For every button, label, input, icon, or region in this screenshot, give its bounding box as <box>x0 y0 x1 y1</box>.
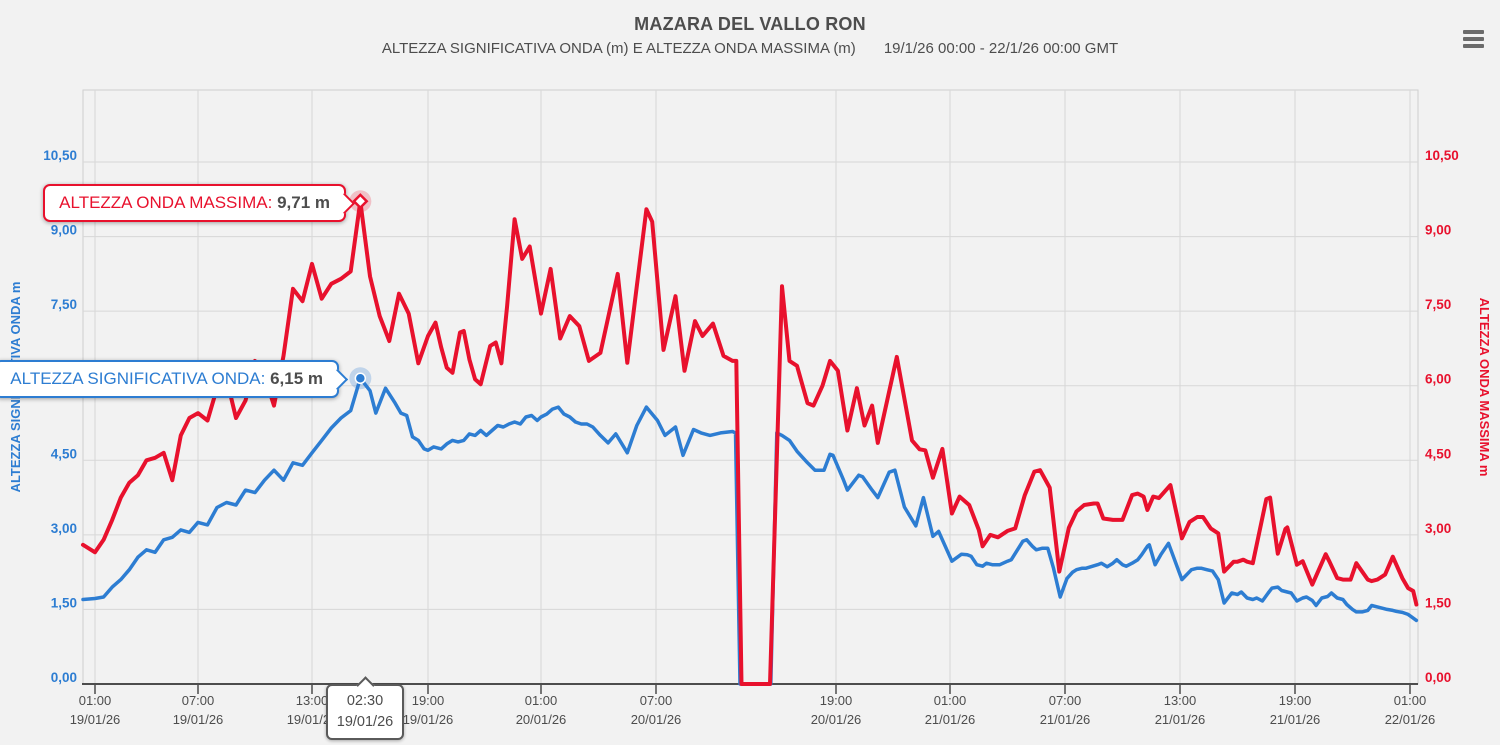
y-tick-label-left: 0,00 <box>51 670 77 685</box>
x-tick-time: 19:00 <box>412 693 445 708</box>
x-tick-time: 13:00 <box>1164 693 1197 708</box>
y-tick-label-right: 3,00 <box>1425 521 1451 536</box>
y-tick-label-right: 0,00 <box>1425 670 1451 685</box>
tooltip-onda-massima: ALTEZZA ONDA MASSIMA: 9,71 m <box>43 184 356 222</box>
x-tick-time: 07:00 <box>182 693 215 708</box>
series-line-massima[interactable] <box>81 199 1419 686</box>
x-tick-time: 07:00 <box>640 693 673 708</box>
tooltip-massima-label: ALTEZZA ONDA MASSIMA <box>59 193 268 212</box>
x-tick-date: 22/01/26 <box>1385 712 1436 727</box>
x-tick-date: 21/01/26 <box>1155 712 1206 727</box>
series-line-significativa[interactable] <box>81 376 1419 686</box>
y-tick-label-left: 10,50 <box>43 148 77 163</box>
y-tick-label-right: 10,50 <box>1425 148 1459 163</box>
tooltip-significativa-value: 6,15 m <box>270 369 323 388</box>
x-tick-date: 20/01/26 <box>811 712 862 727</box>
subtitle-series: ALTEZZA SIGNIFICATIVA ONDA (m) E ALTEZZA… <box>381 40 856 57</box>
x-tick-date: 20/01/26 <box>516 712 567 727</box>
x-tick-time: 01:00 <box>79 693 112 708</box>
x-tick-time: 19:00 <box>820 693 853 708</box>
subtitle-daterange: 19/1/26 00:00 - 22/1/26 00:00 GMT <box>883 40 1119 57</box>
tooltip-onda-significativa: ALTEZZA SIGNIFICATIVA ONDA: 6,15 m <box>0 360 349 398</box>
page-title: MAZARA DEL VALLO RON <box>634 14 866 34</box>
marker-diamond-massima[interactable] <box>352 193 369 210</box>
y-tick-label-right: 1,50 <box>1425 595 1451 610</box>
x-tick-time: 01:00 <box>1394 693 1427 708</box>
x-tick-date: 19/01/26 <box>70 712 121 727</box>
y-tick-label-right: 4,50 <box>1425 446 1451 461</box>
x-tick-date: 20/01/26 <box>631 712 682 727</box>
menu-bar <box>1463 44 1484 48</box>
y-tick-label-right: 6,00 <box>1425 372 1451 387</box>
chart-header: MAZARA DEL VALLO RON ALTEZZA SIGNIFICATI… <box>0 0 1500 57</box>
y-tick-label-left: 1,50 <box>51 595 77 610</box>
tooltip-time: 02:30 <box>346 693 384 709</box>
y-tick-label-left: 7,50 <box>51 297 77 312</box>
menu-bar <box>1463 30 1484 34</box>
hamburger-menu-icon[interactable] <box>1463 30 1485 50</box>
tooltip-date: 19/01/26 <box>336 714 394 731</box>
y-tick-label-left: 9,00 <box>51 223 77 238</box>
y-axis-title-right: ALTEZZA ONDA MASSIMA m <box>1477 298 1492 477</box>
x-tick-time: 13:00 <box>296 693 329 708</box>
menu-bar <box>1463 37 1484 41</box>
x-tick-date: 19/01/26 <box>403 712 454 727</box>
marker-dot-significativa[interactable] <box>354 372 367 385</box>
x-tick-time: 07:00 <box>1049 693 1082 708</box>
tooltip-massima-value: 9,71 m <box>277 193 330 212</box>
y-tick-label-left: 4,50 <box>51 446 77 461</box>
chart-subtitle: ALTEZZA SIGNIFICATIVA ONDA (m) E ALTEZZA… <box>0 40 1500 57</box>
x-tick-date: 19/01/26 <box>173 712 224 727</box>
x-tick-date: 21/01/26 <box>1270 712 1321 727</box>
x-tick-time: 01:00 <box>934 693 967 708</box>
tooltip-significativa-label: ALTEZZA SIGNIFICATIVA ONDA <box>10 369 261 388</box>
tooltip-category-time: 02:30 19/01/26 <box>326 676 404 741</box>
y-tick-label-right: 7,50 <box>1425 297 1451 312</box>
y-tick-label-right: 9,00 <box>1425 223 1451 238</box>
x-tick-date: 21/01/26 <box>925 712 976 727</box>
x-tick-time: 01:00 <box>525 693 558 708</box>
x-tick-date: 19/01/26 <box>287 712 338 727</box>
x-tick-date: 21/01/26 <box>1040 712 1091 727</box>
x-tick-time: 19:00 <box>1279 693 1312 708</box>
y-tick-label-left: 3,00 <box>51 521 77 536</box>
